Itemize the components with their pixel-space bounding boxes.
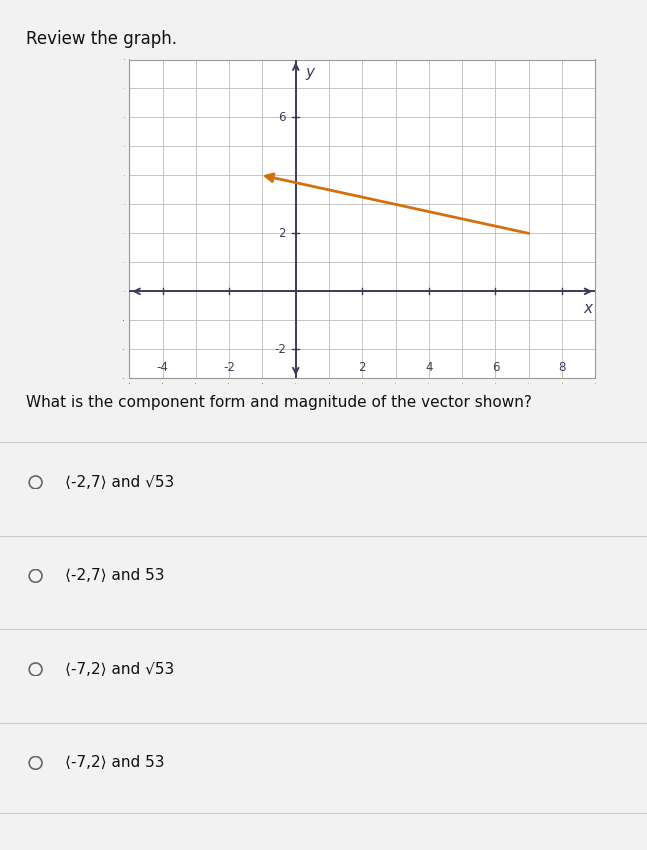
Text: ⟨-2,7⟩ and 53: ⟨-2,7⟩ and 53 bbox=[65, 569, 164, 583]
Text: -2: -2 bbox=[223, 361, 235, 374]
Text: 6: 6 bbox=[278, 111, 286, 124]
Text: 6: 6 bbox=[492, 361, 499, 374]
Text: ⟨-7,2⟩ and √53: ⟨-7,2⟩ and √53 bbox=[65, 662, 174, 677]
Text: 8: 8 bbox=[558, 361, 565, 374]
Text: ⟨-7,2⟩ and 53: ⟨-7,2⟩ and 53 bbox=[65, 756, 164, 770]
Text: ⟨-2,7⟩ and √53: ⟨-2,7⟩ and √53 bbox=[65, 475, 174, 490]
Text: What is the component form and magnitude of the vector shown?: What is the component form and magnitude… bbox=[26, 395, 532, 411]
Text: 4: 4 bbox=[425, 361, 433, 374]
Text: 2: 2 bbox=[358, 361, 366, 374]
Text: 2: 2 bbox=[278, 227, 286, 240]
Text: y: y bbox=[306, 65, 314, 80]
Text: x: x bbox=[583, 302, 592, 316]
Text: Review the graph.: Review the graph. bbox=[26, 30, 177, 48]
Text: -4: -4 bbox=[157, 361, 169, 374]
Text: -2: -2 bbox=[274, 343, 286, 356]
